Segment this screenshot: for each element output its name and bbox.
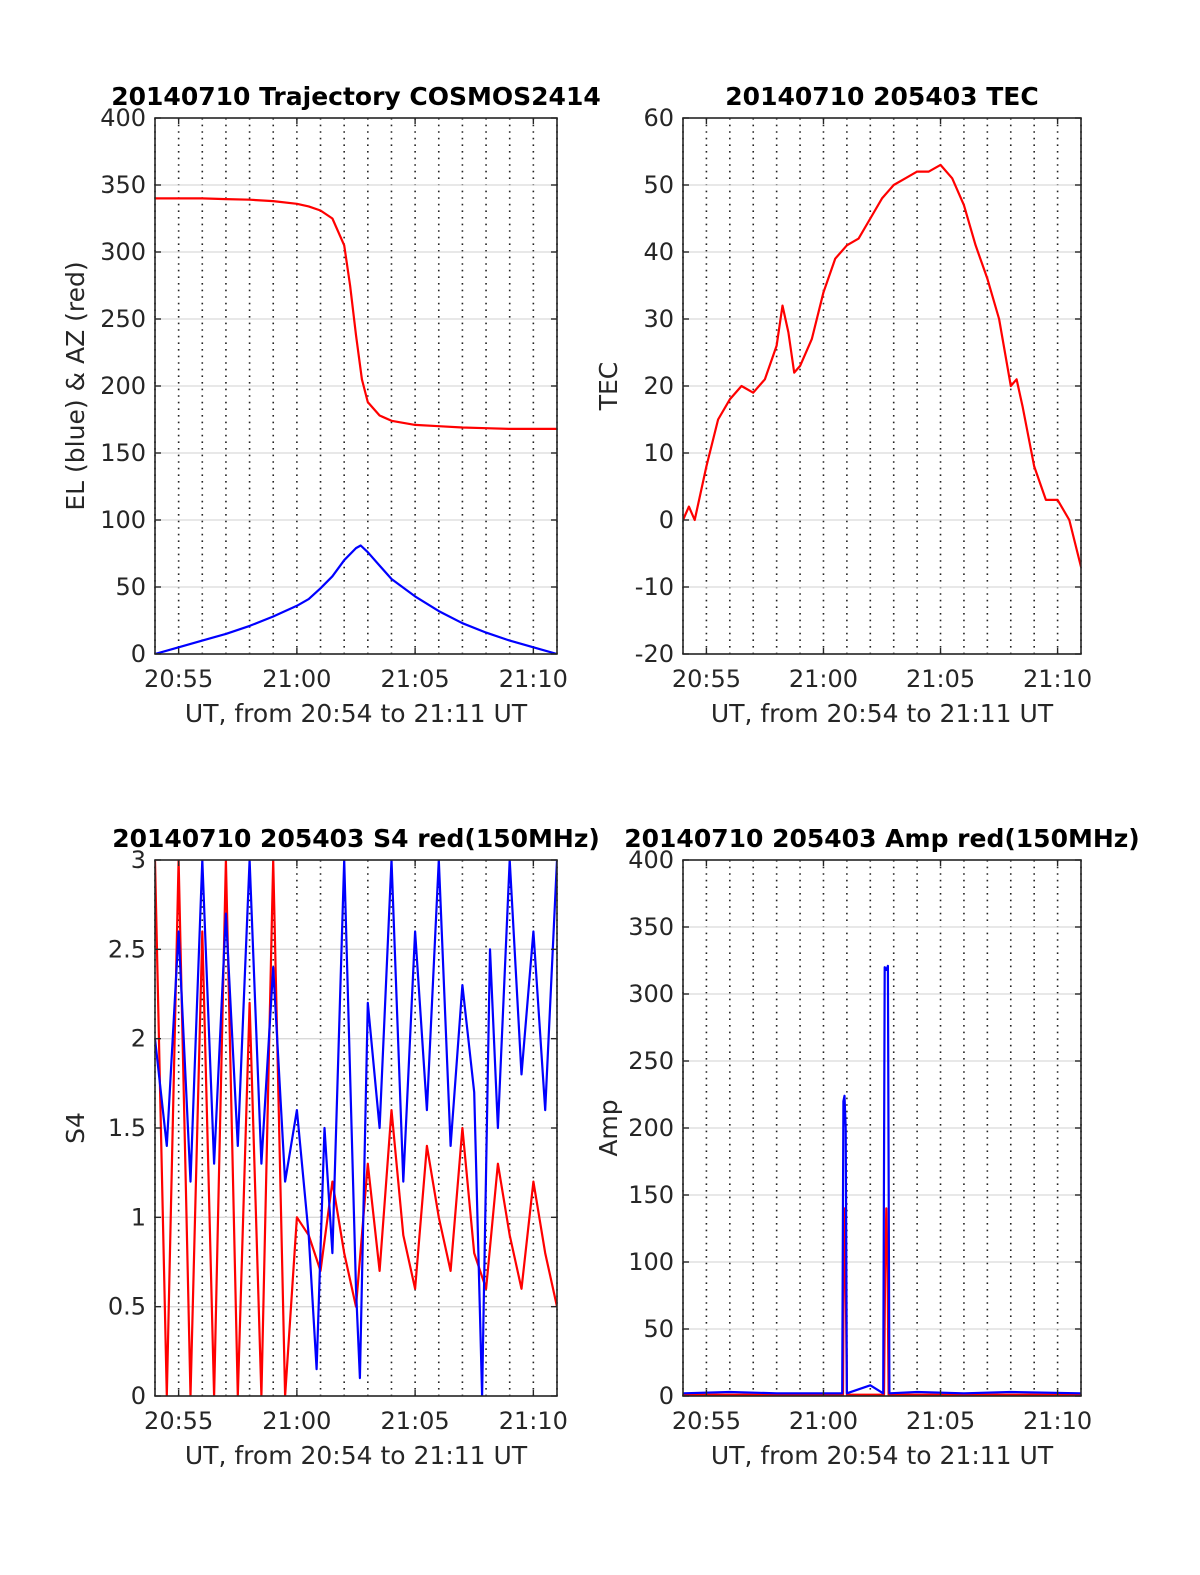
x-axis-label: UT, from 20:54 to 21:11 UT <box>711 699 1054 728</box>
series-group <box>683 163 1081 568</box>
series-group <box>155 860 557 1396</box>
chart-panel-1: 0 50 100 150 200 250 300 350 400 20:55 21:00 21:05 2… <box>61 82 601 728</box>
y-tick-label: 20 <box>643 372 674 400</box>
y-tick-label: 30 <box>643 305 674 333</box>
y-tick-label: 50 <box>643 1315 674 1343</box>
y-tick-label: -20 <box>635 640 674 668</box>
series-line-2 <box>155 544 557 654</box>
x-tick-label: 21:10 <box>1023 665 1092 693</box>
x-tick-label: 21:10 <box>499 1407 568 1435</box>
y-tick-label: 40 <box>643 238 674 266</box>
x-tick-label: 21:00 <box>789 665 858 693</box>
y-tick-label: 2 <box>131 1025 146 1053</box>
y-tick-label: 200 <box>628 1114 674 1142</box>
y-tick-label: 250 <box>100 305 146 333</box>
y-tick-label: 0 <box>659 1382 674 1410</box>
chart-title: 20140710 205403 Amp red(150MHz) <box>624 824 1140 853</box>
y-axis-label: Amp <box>594 1099 623 1156</box>
x-axis-label: UT, from 20:54 to 21:11 UT <box>185 699 528 728</box>
x-axis-label: UT, from 20:54 to 21:11 UT <box>185 1441 528 1470</box>
y-tick-label: -10 <box>635 573 674 601</box>
series-line-2 <box>155 860 557 1396</box>
y-tick-label: 60 <box>643 104 674 132</box>
y-tick-label: 150 <box>628 1181 674 1209</box>
x-tick-label: 20:55 <box>144 1407 213 1435</box>
y-tick-label: 3 <box>131 846 146 874</box>
series-line-2 <box>683 964 1081 1395</box>
x-tick-label: 21:00 <box>262 665 331 693</box>
x-tick-label: 20:55 <box>672 1407 741 1435</box>
y-tick-label: 400 <box>100 104 146 132</box>
y-tick-label: 350 <box>628 913 674 941</box>
y-tick-label: 10 <box>643 439 674 467</box>
y-axis-label: S4 <box>61 1112 90 1144</box>
y-tick-label: 2.5 <box>108 935 146 963</box>
y-tick-label: 200 <box>100 372 146 400</box>
series-group <box>683 964 1081 1396</box>
y-tick-label: 350 <box>100 171 146 199</box>
x-tick-label: 21:05 <box>906 665 975 693</box>
y-tick-label: 1 <box>131 1203 146 1231</box>
y-axis-label: EL (blue) & AZ (red) <box>61 261 90 510</box>
x-tick-label: 21:05 <box>906 1407 975 1435</box>
x-tick-label: 21:00 <box>262 1407 331 1435</box>
chart-title: 20140710 205403 TEC <box>725 82 1038 111</box>
chart-title: 20140710 Trajectory COSMOS2414 <box>111 82 601 111</box>
chart-title: 20140710 205403 S4 red(150MHz) <box>112 824 600 853</box>
y-tick-label: 100 <box>628 1248 674 1276</box>
y-axis-label: TEC <box>594 362 623 412</box>
series-line-1 <box>683 163 1081 568</box>
x-tick-label: 21:10 <box>1023 1407 1092 1435</box>
chart-panel-4: 0 50 100 150 200 250 300 350 400 20:55 21:00 21:05 2… <box>594 824 1140 1470</box>
chart-panel-3: 0 0.5 1 1.5 2 2.5 3 20:55 21:00 21:05 21:10 UT, fro… <box>61 824 600 1470</box>
y-tick-label: 0 <box>659 506 674 534</box>
y-tick-label: 0 <box>131 1382 146 1410</box>
y-tick-label: 50 <box>115 573 146 601</box>
y-tick-label: 0.5 <box>108 1293 146 1321</box>
x-tick-label: 21:10 <box>499 665 568 693</box>
y-tick-label: 250 <box>628 1047 674 1075</box>
y-tick-label: 50 <box>643 171 674 199</box>
x-tick-label: 21:00 <box>789 1407 858 1435</box>
x-tick-label: 20:55 <box>672 665 741 693</box>
series-line-1 <box>155 197 557 430</box>
x-tick-label: 20:55 <box>144 665 213 693</box>
series-line-1 <box>683 1207 1081 1396</box>
y-tick-label: 0 <box>131 640 146 668</box>
y-tick-label: 300 <box>100 238 146 266</box>
x-tick-label: 21:05 <box>381 1407 450 1435</box>
major-y-grid <box>683 859 1081 1397</box>
y-tick-label: 1.5 <box>108 1114 146 1142</box>
chart-panel-2: -20 -10 0 10 20 30 40 50 60 20:55 21:00 21:05 21:10 U… <box>594 82 1092 728</box>
y-tick-label: 100 <box>100 506 146 534</box>
series-group <box>155 197 557 654</box>
y-tick-label: 400 <box>628 846 674 874</box>
y-tick-label: 300 <box>628 980 674 1008</box>
x-tick-label: 21:05 <box>381 665 450 693</box>
x-axis-label: UT, from 20:54 to 21:11 UT <box>711 1441 1054 1470</box>
y-tick-label: 150 <box>100 439 146 467</box>
